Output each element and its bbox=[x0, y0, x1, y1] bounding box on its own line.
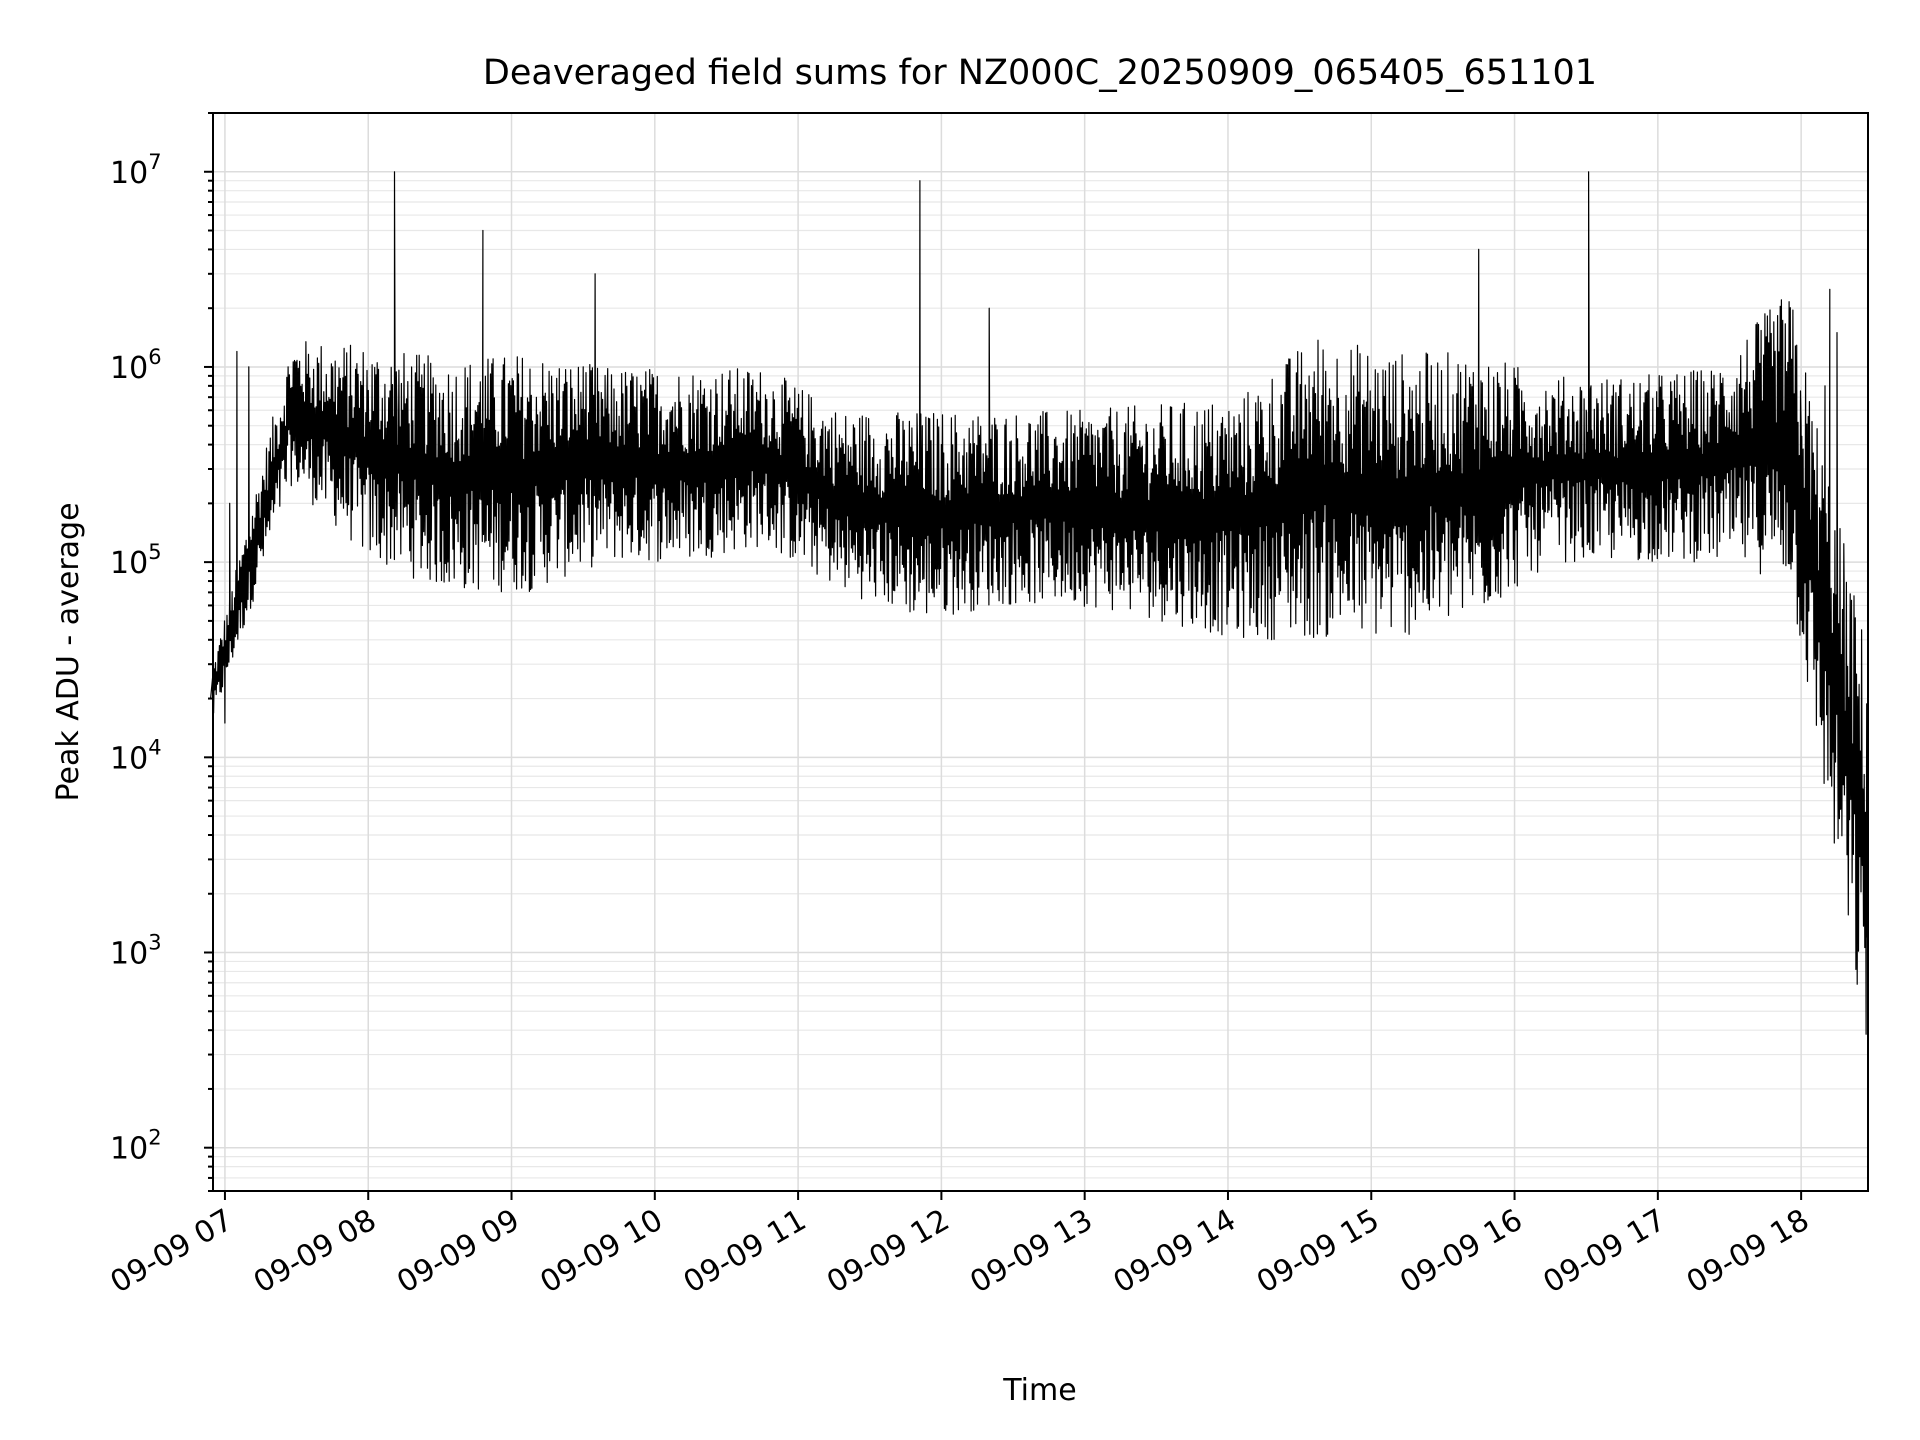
y-tick-label: 104 bbox=[110, 735, 162, 776]
plot-frame bbox=[212, 112, 1869, 1192]
y-tick-label: 106 bbox=[110, 345, 162, 386]
y-axis-label: Peak ADU - average bbox=[51, 502, 86, 801]
y-tick-label: 102 bbox=[110, 1126, 162, 1167]
series-layer bbox=[210, 171, 1869, 1070]
series-line-peak-adu bbox=[210, 171, 1869, 1070]
y-tick-label: 103 bbox=[110, 931, 162, 972]
chart-title: Deaveraged field sums for NZ000C_2025090… bbox=[483, 53, 1597, 93]
y-tick-label: 105 bbox=[110, 540, 162, 581]
y-tick-label: 107 bbox=[110, 150, 162, 191]
x-axis-label: Time bbox=[1002, 1373, 1076, 1408]
